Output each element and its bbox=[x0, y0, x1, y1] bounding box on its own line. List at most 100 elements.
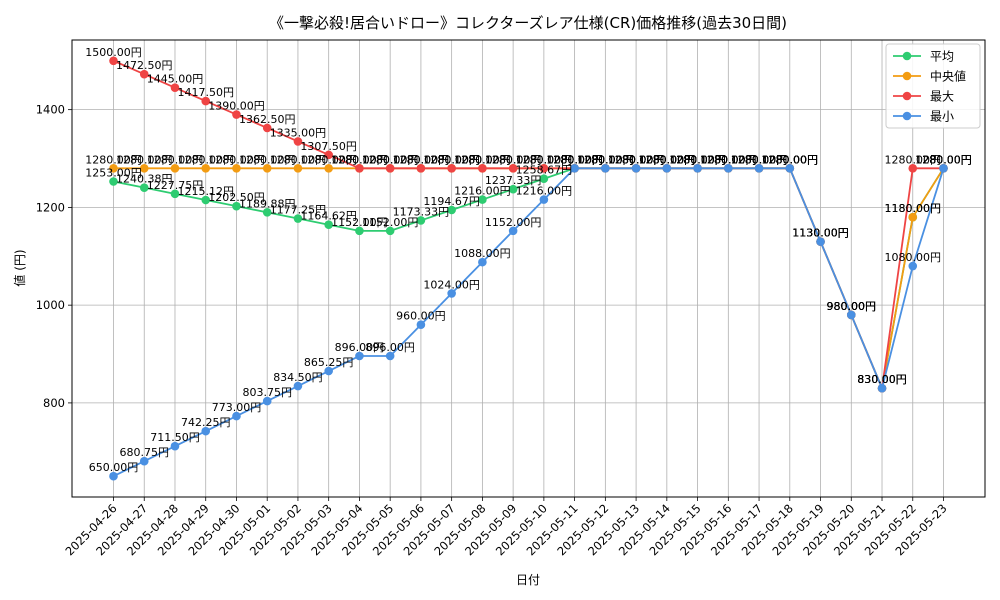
series-2-data-label: 980.00円 bbox=[827, 300, 877, 313]
series-1-point bbox=[170, 164, 180, 173]
series-line-3 bbox=[113, 167, 945, 478]
series-3-data-label: 1280.00円 bbox=[700, 153, 757, 166]
legend-entry-2: 最大 bbox=[893, 90, 954, 104]
y-tick-label: 1000 bbox=[36, 298, 65, 312]
series-0-data-label: 980.00円 bbox=[827, 300, 877, 313]
series-3-data-label: 1280.00円 bbox=[669, 153, 726, 166]
series-0-data-label: 1280.00円 bbox=[577, 153, 634, 166]
series-2-data-label: 1280.00円 bbox=[423, 153, 480, 166]
series-2-data-label: 1472.50円 bbox=[116, 59, 173, 72]
series-3-data-label: 680.75円 bbox=[119, 446, 169, 459]
series-1-data-label: 1280.00円 bbox=[669, 153, 726, 166]
series-0-data-label: 1227.75円 bbox=[147, 179, 204, 192]
series-3-point bbox=[508, 226, 518, 236]
series-0-data-label: 1152.00円 bbox=[331, 216, 388, 229]
series-0-data-label: 1280.00円 bbox=[762, 153, 819, 166]
series-0-data-label: 1280.00円 bbox=[639, 153, 696, 166]
series-0-point bbox=[232, 201, 241, 211]
series-3-data-label: 896.00円 bbox=[365, 341, 415, 354]
series-1-data-label: 980.00円 bbox=[827, 300, 877, 313]
series-1-data-label: 1280.00円 bbox=[116, 153, 173, 166]
series-0-data-label: 1280.00円 bbox=[731, 153, 788, 166]
series-1-data-label: 1280.00円 bbox=[546, 153, 603, 166]
series-2-point bbox=[201, 96, 211, 106]
legend-entry-0: 平均 bbox=[893, 50, 954, 64]
series-3-point bbox=[908, 261, 918, 271]
series-0-point bbox=[109, 177, 118, 186]
series-1-data-label: 1280.00円 bbox=[454, 153, 511, 166]
series-0-data-label: 1130.00円 bbox=[792, 227, 849, 240]
chart-title: 《一撃必殺!居合いドロー》コレクターズレア仕様(CR)価格推移(過去30日間) bbox=[269, 14, 787, 32]
series-2-point bbox=[478, 164, 487, 173]
series-3-point bbox=[447, 289, 456, 298]
series-3-data-label: 834.50円 bbox=[273, 371, 323, 384]
legend-entry-3: 最小 bbox=[893, 110, 954, 124]
series-3-point bbox=[785, 164, 795, 173]
series-3-point bbox=[170, 441, 180, 451]
series-2-data-label: 1417.50円 bbox=[177, 86, 234, 99]
legend-label-0: 平均 bbox=[930, 50, 954, 64]
series-2-point bbox=[447, 164, 456, 173]
series-0-data-label: 1253.00円 bbox=[85, 166, 142, 179]
series-0-point bbox=[201, 195, 211, 205]
series-1-data-label: 1130.00円 bbox=[792, 227, 849, 240]
series-0-data-label: 1177.25円 bbox=[270, 204, 327, 217]
series-1-data-label: 1280.00円 bbox=[762, 153, 819, 166]
series-2-point bbox=[385, 164, 395, 173]
series-lines bbox=[109, 56, 948, 481]
series-0-data-label: 1216.00円 bbox=[454, 185, 511, 198]
series-3-data-label: 960.00円 bbox=[396, 310, 446, 323]
series-2-data-label: 1500.00円 bbox=[85, 46, 142, 59]
series-0-data-label: 1280.00円 bbox=[546, 153, 603, 166]
series-1-point bbox=[324, 164, 333, 173]
series-3-data-label: 1280.00円 bbox=[577, 153, 634, 166]
series-1-data-label: 1280.00円 bbox=[300, 153, 357, 166]
series-0-point bbox=[170, 189, 180, 199]
series-3-point bbox=[816, 237, 825, 246]
legend-entry-1: 中央値 bbox=[893, 69, 966, 84]
series-3-data-label: 711.50円 bbox=[150, 431, 200, 444]
series-0-data-label: 1280.00円 bbox=[669, 153, 726, 166]
series-1-data-label: 1280.00円 bbox=[331, 153, 388, 166]
series-2-point bbox=[355, 164, 364, 173]
series-0-point bbox=[478, 195, 487, 204]
series-2-data-label: 1280.00円 bbox=[731, 153, 788, 166]
series-0-point bbox=[324, 220, 333, 229]
series-2-data-label: 1280.00円 bbox=[516, 153, 573, 166]
series-0-data-label: 1240.38円 bbox=[116, 173, 173, 186]
series-2-point bbox=[109, 56, 118, 66]
series-1-data-label: 1280.00円 bbox=[147, 153, 204, 166]
series-3-point bbox=[293, 381, 303, 391]
series-3-point bbox=[139, 456, 149, 466]
series-2-point bbox=[416, 164, 426, 173]
series-2-data-label: 1390.00円 bbox=[208, 100, 265, 113]
series-3-data-label: 773.00円 bbox=[212, 401, 262, 414]
series-3 bbox=[109, 164, 948, 481]
series-1-data-label: 830.00円 bbox=[857, 373, 907, 386]
series-0-data-label: 1173.33円 bbox=[393, 205, 450, 218]
y-tick-label: 800 bbox=[43, 396, 65, 410]
series-1-data-label: 1280.00円 bbox=[485, 153, 542, 166]
legend-marker-3 bbox=[902, 111, 912, 121]
series-2-data-label: 1280.00円 bbox=[885, 153, 942, 166]
series-2-data-label: 1280.00円 bbox=[454, 153, 511, 166]
series-3-data-label: 1280.00円 bbox=[608, 153, 665, 166]
series-1-data-label: 1280.00円 bbox=[639, 153, 696, 166]
series-3-point bbox=[570, 164, 579, 173]
series-3-point bbox=[478, 257, 487, 267]
series-2-data-label: 1280.00円 bbox=[669, 153, 726, 166]
series-3-point bbox=[324, 366, 333, 376]
series-0-point bbox=[385, 226, 395, 236]
series-0-data-label: 1194.67円 bbox=[423, 195, 480, 208]
series-2-point bbox=[508, 164, 518, 173]
series-3-point bbox=[109, 471, 118, 481]
legend-label-2: 最大 bbox=[930, 90, 954, 104]
series-3-data-label: 742.25円 bbox=[181, 416, 231, 429]
legend-label-1: 中央値 bbox=[930, 69, 966, 84]
series-0-data-label: 1189.88円 bbox=[239, 197, 296, 210]
legend-marker-0 bbox=[902, 51, 912, 61]
series-2-data-label: 1280.00円 bbox=[915, 153, 972, 166]
y-tick-label: 1200 bbox=[36, 200, 65, 214]
